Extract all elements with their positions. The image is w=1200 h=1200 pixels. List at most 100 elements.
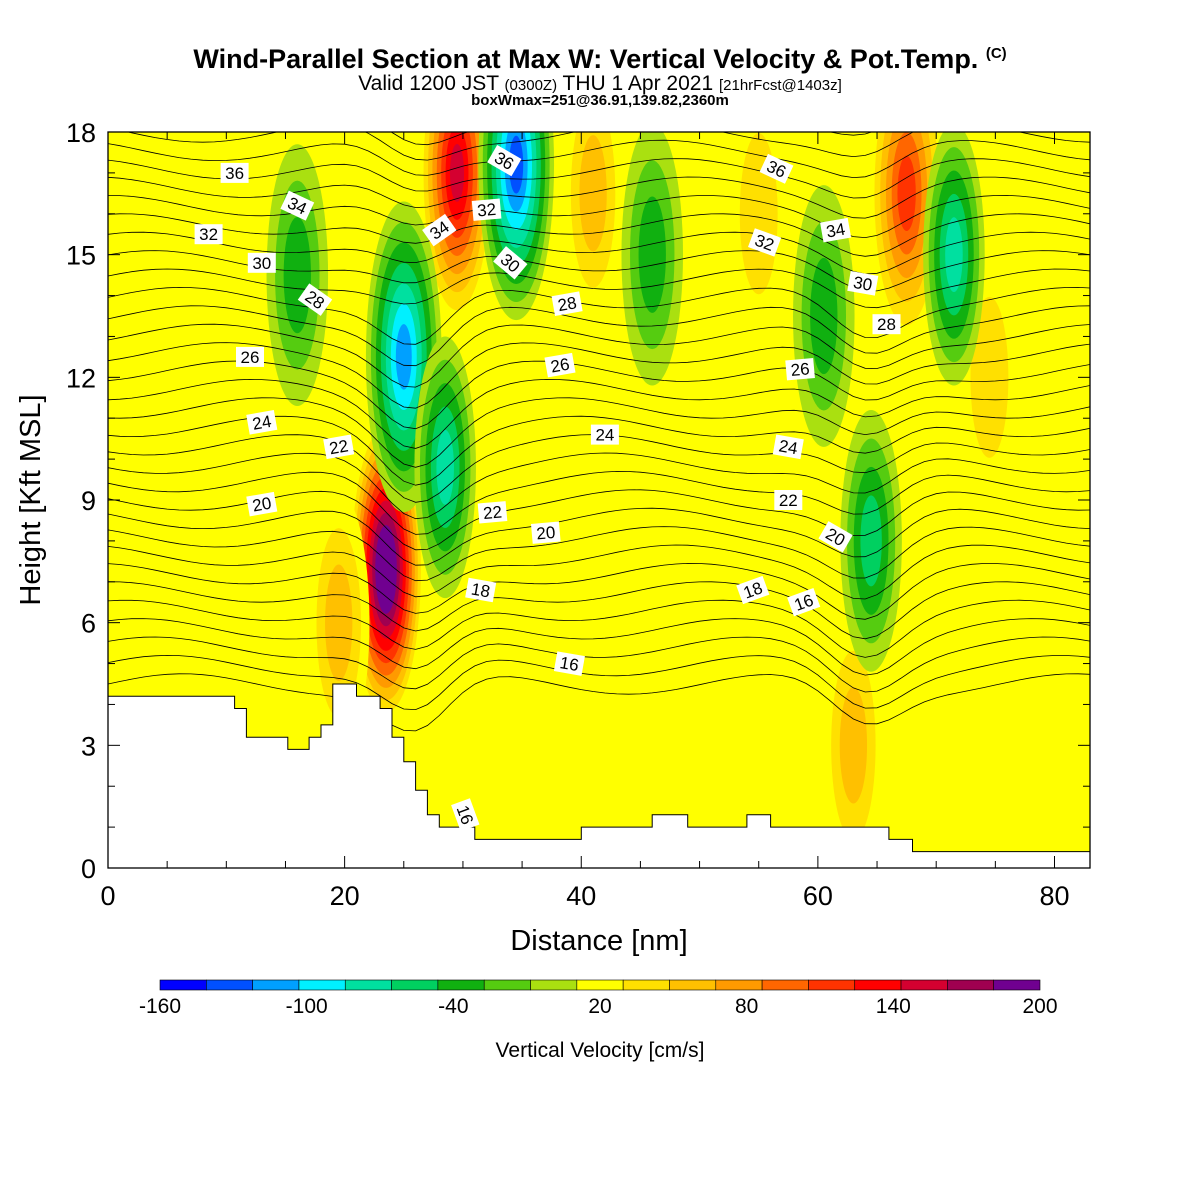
contour-label-bg — [820, 217, 852, 243]
isentrope-line — [108, 158, 1090, 199]
updraft-4 — [822, 614, 885, 868]
y-tick-label: 0 — [81, 854, 96, 884]
colorbar-tick-label: -40 — [438, 995, 468, 1018]
colorbar-swatch — [206, 979, 253, 991]
contour-label: 16 — [553, 651, 585, 676]
contour-label-text: 28 — [556, 293, 578, 315]
contour-label-text: 30 — [252, 254, 271, 273]
contour-label-text: 32 — [476, 200, 497, 221]
contour-label-bg — [787, 588, 821, 617]
contour-label: 24 — [590, 424, 619, 445]
contour-label: 16 — [787, 588, 821, 617]
contour-label-text: 18 — [470, 579, 492, 601]
contour-label-bg — [493, 246, 528, 280]
downdraft-14 — [621, 132, 683, 386]
contour-label-bg — [530, 521, 561, 544]
colorbar-swatch — [854, 979, 902, 991]
contour-label-bg — [323, 434, 355, 460]
isentrope-line — [108, 654, 1090, 711]
downdraft-13 — [840, 410, 902, 672]
isentrope-line — [108, 176, 1090, 219]
contour-label: 30 — [247, 252, 276, 273]
contour-label-text: 28 — [877, 315, 896, 334]
contour-label: 24 — [772, 434, 804, 460]
isentrope-line — [108, 599, 1090, 658]
copyright-mark: (C) — [985, 45, 1007, 62]
contour-label-bg — [736, 575, 770, 605]
contour-label-bg — [465, 577, 497, 603]
contour-label-bg — [785, 358, 815, 381]
contour-label-text: 16 — [558, 653, 580, 675]
x-tick-label: 0 — [100, 881, 115, 911]
contour-label-text: 22 — [482, 503, 503, 524]
colorbar-label: Vertical Velocity [cm/s] — [496, 1039, 705, 1062]
contour-label-text: 24 — [777, 436, 799, 458]
updraft-6 — [562, 132, 624, 325]
colorbar-tick-label: 80 — [735, 995, 758, 1018]
colorbar-swatch — [576, 979, 624, 991]
contour-label-bg — [297, 283, 333, 316]
isentrope-line — [108, 213, 1090, 257]
isentrope-line — [108, 636, 1090, 693]
contour-label-bg — [487, 144, 522, 177]
contour-label-bg — [471, 198, 502, 221]
contour-label: 26 — [785, 358, 815, 381]
contour-label: 30 — [847, 271, 879, 296]
colorbar-swatch — [530, 979, 578, 991]
colorbar-swatch — [715, 979, 763, 991]
colorbar-swatch — [437, 979, 485, 991]
contour-label-text: 26 — [549, 355, 571, 377]
contour-label-text: 24 — [251, 412, 273, 434]
colorbar-tick-label: -100 — [286, 995, 328, 1018]
isentrope-line — [108, 526, 1090, 582]
isentrope-line — [108, 618, 1090, 676]
valid-prefix: Valid 1200 JST — [358, 72, 499, 95]
contour-label-text: 22 — [328, 436, 350, 458]
isentrope-line — [108, 378, 1090, 449]
contour-label-bg — [280, 190, 315, 221]
valid-utc: (0300Z) — [504, 77, 558, 94]
contour-label: 28 — [551, 291, 583, 316]
contour-label: 34 — [820, 217, 852, 243]
contour-label-bg — [220, 162, 249, 183]
colorbar-swatch — [947, 979, 994, 991]
contour-label: 22 — [774, 490, 803, 510]
x-tick-label: 40 — [566, 881, 596, 911]
updraft-3 — [868, 132, 945, 349]
contour-label-bg — [246, 491, 278, 517]
box-info: boxWmax=251@36.91,139.82,2360m — [471, 92, 729, 109]
contour-label: 22 — [477, 501, 508, 524]
contour-label-bg — [872, 314, 901, 335]
colorbar-swatch — [298, 979, 346, 991]
contour-label-bg — [818, 521, 853, 553]
colorbar-swatch — [622, 979, 670, 991]
colorbar-swatch — [483, 979, 531, 991]
colorbar-swatch — [391, 979, 439, 991]
contour-label-bg — [247, 252, 276, 273]
contour-label: 18 — [736, 575, 770, 605]
contour-label: 24 — [246, 410, 278, 435]
updraft-7 — [727, 132, 790, 345]
colorbar-tick-label: 20 — [588, 995, 611, 1018]
y-axis-label: Height [Kft MSL] — [15, 394, 47, 605]
contour-label: 28 — [872, 314, 901, 335]
forecast-info: [21hrFcst@1403z] — [718, 77, 842, 94]
colorbar: -160 -100 -40 20 80 140 200 — [139, 979, 1058, 1018]
updraft-2 — [419, 132, 495, 329]
contour-label-text: 20 — [251, 494, 273, 516]
contour-label-bg — [544, 352, 576, 378]
isentrope-line — [108, 342, 1090, 409]
contour-label-text: 20 — [536, 523, 557, 544]
contour-label-bg — [551, 291, 583, 316]
colorbar-swatch — [159, 979, 207, 991]
contour-label: 36 — [220, 162, 249, 183]
isentrope-line — [108, 323, 1090, 388]
isentrope-line — [108, 139, 1090, 179]
isentrope-line — [108, 268, 1090, 309]
downdraft-11 — [414, 336, 476, 599]
contour-label: 18 — [465, 577, 497, 603]
title-text: Wind-Parallel Section at Max W: Vertical… — [193, 44, 979, 74]
contour-label-bg — [774, 490, 803, 510]
